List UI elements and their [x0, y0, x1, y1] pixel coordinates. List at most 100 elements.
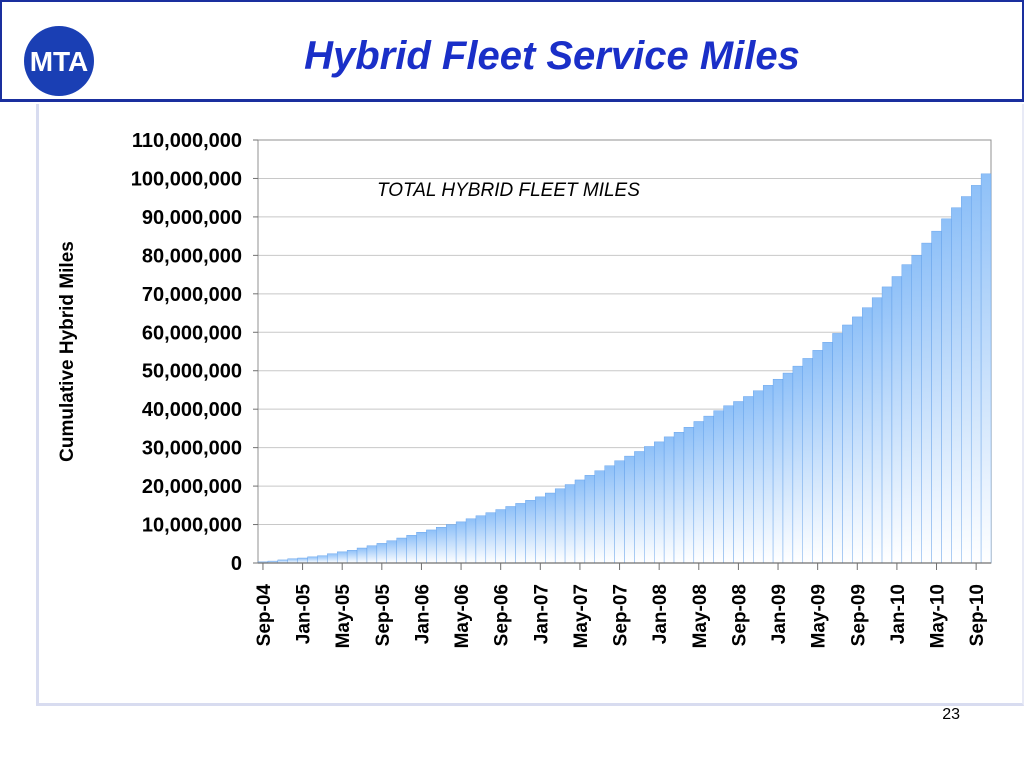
y-tick-label: 0 — [231, 553, 242, 575]
bar — [485, 512, 496, 564]
bar — [564, 484, 576, 564]
bar — [941, 218, 952, 564]
bar — [644, 446, 655, 564]
y-tick-label: 100,000,000 — [131, 168, 242, 190]
x-tick-label: Sep-10 — [967, 584, 988, 646]
bar — [386, 540, 397, 564]
y-tick-label: 30,000,000 — [142, 438, 242, 460]
bar — [762, 385, 774, 564]
bar — [366, 545, 378, 564]
x-tick-label: May-05 — [333, 584, 354, 649]
bar — [802, 358, 813, 564]
y-axis-title: Cumulative Hybrid Miles — [57, 241, 78, 462]
bar — [505, 506, 516, 564]
bar — [822, 342, 833, 564]
mta-logo: MTA — [24, 26, 94, 96]
bar — [743, 396, 754, 564]
bar — [624, 455, 635, 564]
y-tick-label: 90,000,000 — [142, 207, 242, 229]
bar — [782, 372, 794, 564]
chart-frame: 0 10,000,000 20,000,000 30,000,000 40,000,00… — [36, 104, 1024, 706]
bar — [891, 276, 903, 564]
bar — [713, 410, 724, 564]
x-axis — [258, 562, 991, 570]
bar — [525, 500, 536, 564]
bar — [961, 196, 972, 564]
bar — [634, 451, 645, 564]
y-tick-label: 110,000,000 — [132, 130, 242, 152]
bar — [554, 488, 566, 564]
x-tick-label: May-08 — [690, 584, 711, 648]
x-tick-label: Sep-06 — [492, 584, 513, 646]
bar — [416, 532, 427, 564]
bar — [911, 255, 922, 564]
bar — [970, 185, 982, 564]
x-tick-label: Sep-09 — [848, 584, 869, 646]
hybrid-miles-chart: 0 10,000,000 20,000,000 30,000,000 40,000,00… — [57, 130, 992, 649]
y-tick-label: 40,000,000 — [142, 399, 242, 421]
y-tick-label: 80,000,000 — [142, 245, 242, 267]
bar — [287, 558, 298, 564]
bar — [535, 496, 546, 564]
bar — [871, 297, 883, 564]
x-tick-label: Sep-04 — [254, 584, 275, 647]
x-tick-label: Jan-10 — [888, 584, 909, 644]
bar — [733, 401, 744, 564]
bar — [951, 207, 962, 564]
bar — [673, 432, 685, 564]
bar — [406, 535, 417, 564]
y-axis: 0 10,000,000 20,000,000 30,000,000 40,000,00… — [131, 130, 258, 575]
logo-text: MTA — [30, 46, 89, 77]
bar — [426, 529, 437, 564]
page-title: Hybrid Fleet Service Miles — [304, 34, 800, 78]
x-axis-labels: Sep-04 Jan-05 May-05 Sep-05 Jan-06 May-06 Sep-… — [254, 584, 988, 649]
bar — [515, 503, 526, 564]
bar — [356, 547, 368, 564]
header-bar: MTA Hybrid Fleet Service Miles — [0, 0, 1024, 102]
x-tick-label: Jan-07 — [531, 584, 552, 644]
bar — [455, 521, 467, 564]
bar — [772, 378, 784, 564]
bar — [475, 515, 487, 564]
bar — [663, 436, 675, 564]
bar — [931, 230, 942, 564]
page-number: 23 — [942, 706, 960, 723]
bar — [881, 286, 893, 564]
y-tick-label: 70,000,000 — [142, 284, 242, 306]
bar — [921, 242, 932, 564]
bar — [495, 509, 506, 564]
bars — [257, 173, 992, 564]
x-tick-label: May-10 — [928, 584, 949, 648]
x-tick-label: May-06 — [452, 584, 473, 648]
bar — [792, 365, 803, 564]
bar — [337, 551, 348, 564]
bar — [317, 555, 328, 564]
bar — [297, 557, 308, 564]
x-tick-label: Jan-08 — [650, 584, 671, 644]
chart-annotation: TOTAL HYBRID FLEET MILES — [377, 180, 640, 201]
bar — [307, 556, 318, 564]
bar — [574, 479, 586, 564]
x-tick-label: Jan-05 — [294, 584, 315, 645]
bar — [703, 415, 714, 564]
x-tick-label: Sep-08 — [729, 584, 750, 646]
bar — [842, 324, 853, 564]
bar — [446, 524, 457, 564]
bar — [327, 553, 338, 564]
bar — [376, 543, 387, 564]
bar — [832, 333, 843, 564]
bar — [812, 350, 823, 564]
bar — [654, 441, 665, 564]
bar — [723, 405, 734, 564]
bar — [346, 550, 358, 564]
bar — [753, 390, 764, 564]
x-tick-label: Sep-07 — [611, 584, 632, 646]
x-tick-label: May-07 — [571, 584, 592, 648]
bar — [901, 264, 912, 564]
bar — [594, 470, 605, 564]
bar — [862, 307, 873, 564]
bar — [604, 465, 615, 564]
bar — [584, 475, 595, 564]
x-tick-label: May-09 — [809, 584, 830, 648]
x-tick-label: Sep-05 — [373, 584, 394, 647]
